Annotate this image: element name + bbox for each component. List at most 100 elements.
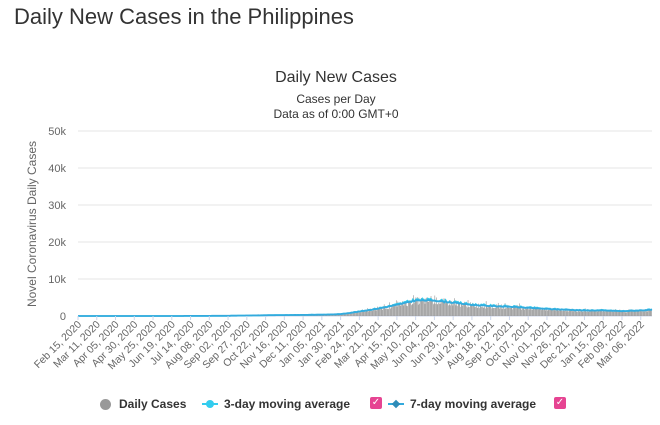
daily-case-bar: [567, 309, 569, 316]
daily-case-bar: [451, 302, 453, 316]
daily-case-bar: [469, 302, 471, 316]
daily-case-bar: [404, 303, 405, 316]
daily-case-bar: [594, 310, 596, 316]
daily-case-bar: [502, 308, 504, 316]
daily-case-bar: [614, 309, 616, 316]
daily-case-bar: [508, 307, 510, 316]
daily-case-bar: [545, 310, 547, 316]
legend-item-7day-average[interactable]: 7-day moving average: [388, 394, 536, 414]
daily-case-bar: [443, 300, 445, 316]
daily-case-bar: [366, 310, 368, 316]
daily-case-bar: [368, 309, 370, 316]
daily-case-bar: [460, 304, 462, 316]
daily-case-bar: [565, 308, 566, 316]
daily-case-bar: [405, 303, 407, 316]
daily-case-bar: [435, 303, 436, 316]
daily-case-bar: [462, 305, 464, 316]
daily-case-bar: [607, 311, 609, 316]
daily-case-bar: [561, 310, 563, 316]
daily-case-bar: [467, 300, 469, 316]
daily-case-bar: [568, 309, 570, 316]
daily-case-bar: [590, 310, 591, 316]
daily-case-bar: [562, 311, 563, 316]
daily-case-bar: [640, 309, 642, 316]
daily-case-bar: [610, 310, 612, 316]
daily-case-bar: [361, 309, 363, 316]
daily-case-bar: [516, 304, 518, 316]
daily-case-bar: [586, 311, 587, 316]
daily-case-bar: [524, 309, 525, 316]
daily-case-bar: [506, 307, 507, 316]
daily-case-bar: [468, 307, 470, 316]
daily-case-bar: [453, 301, 455, 316]
daily-case-bar: [519, 303, 520, 316]
daily-case-bar: [343, 314, 344, 316]
daily-case-bar: [386, 309, 388, 316]
daily-case-bar: [369, 309, 371, 316]
daily-case-bar: [492, 308, 494, 316]
checkbox-3day[interactable]: ✓: [370, 397, 382, 409]
daily-case-bar: [608, 311, 610, 316]
daily-case-bar: [603, 309, 605, 316]
daily-case-bar: [451, 301, 452, 316]
daily-case-bar: [569, 309, 571, 316]
daily-case-bar: [581, 310, 583, 316]
daily-case-bar: [460, 306, 461, 316]
daily-case-bar: [408, 300, 410, 316]
daily-case-bar: [551, 310, 553, 316]
daily-case-bar: [377, 306, 378, 316]
daily-case-bar: [383, 306, 384, 316]
daily-case-bar: [382, 310, 384, 316]
daily-case-bar: [560, 309, 562, 316]
daily-case-bar: [498, 305, 500, 316]
daily-case-bar: [458, 302, 460, 316]
daily-case-bar: [425, 298, 427, 316]
daily-case-bar: [363, 311, 365, 316]
chart-subtitle: Cases per Day: [296, 92, 375, 106]
checkbox-7day[interactable]: ✓: [554, 397, 566, 409]
daily-case-bar: [402, 302, 404, 316]
daily-case-bar: [488, 306, 489, 316]
daily-case-bar: [420, 297, 422, 316]
daily-case-bar: [486, 305, 488, 316]
legend-label-daily: Daily Cases: [119, 397, 187, 411]
daily-case-bar: [377, 307, 379, 316]
daily-case-bar: [563, 310, 565, 316]
daily-case-bar: [496, 304, 498, 316]
daily-case-bar: [456, 300, 458, 316]
daily-case-bar: [445, 300, 447, 316]
daily-case-bar: [353, 312, 355, 316]
daily-case-bar: [495, 307, 497, 316]
daily-case-bar: [647, 309, 649, 316]
daily-case-bar: [471, 304, 473, 316]
daily-case-bar: [418, 297, 420, 316]
daily-case-bar: [613, 309, 615, 316]
daily-case-bar: [400, 305, 402, 316]
daily-case-bar: [371, 310, 372, 316]
daily-case-bar: [512, 309, 513, 316]
daily-case-bar: [442, 300, 443, 316]
daily-case-bar: [368, 311, 369, 316]
y-tick-label: 50k: [48, 126, 66, 138]
legend-item-3day-average[interactable]: 3-day moving average: [202, 394, 350, 414]
daily-case-bar: [348, 313, 350, 316]
daily-case-bar: [424, 303, 426, 316]
legend-item-daily-cases[interactable]: Daily Cases: [100, 394, 186, 414]
daily-case-bar: [491, 308, 492, 316]
daily-case-bar: [409, 302, 411, 316]
daily-case-bar: [414, 303, 415, 316]
daily-case-bar: [380, 307, 382, 316]
daily-case-bar: [411, 303, 413, 316]
daily-case-bar: [618, 310, 620, 316]
daily-case-bar: [612, 312, 614, 316]
daily-case-bar: [625, 312, 627, 316]
daily-case-bar: [481, 307, 482, 316]
daily-case-bar: [546, 309, 547, 316]
daily-case-bar: [570, 309, 572, 316]
daily-case-bar: [396, 306, 398, 316]
y-tick-label: 20k: [48, 237, 66, 249]
daily-case-bar: [574, 309, 576, 316]
daily-case-bar: [566, 311, 568, 316]
daily-case-bar: [587, 309, 588, 316]
y-axis-label: Novel Coronavirus Daily Cases: [25, 141, 39, 307]
